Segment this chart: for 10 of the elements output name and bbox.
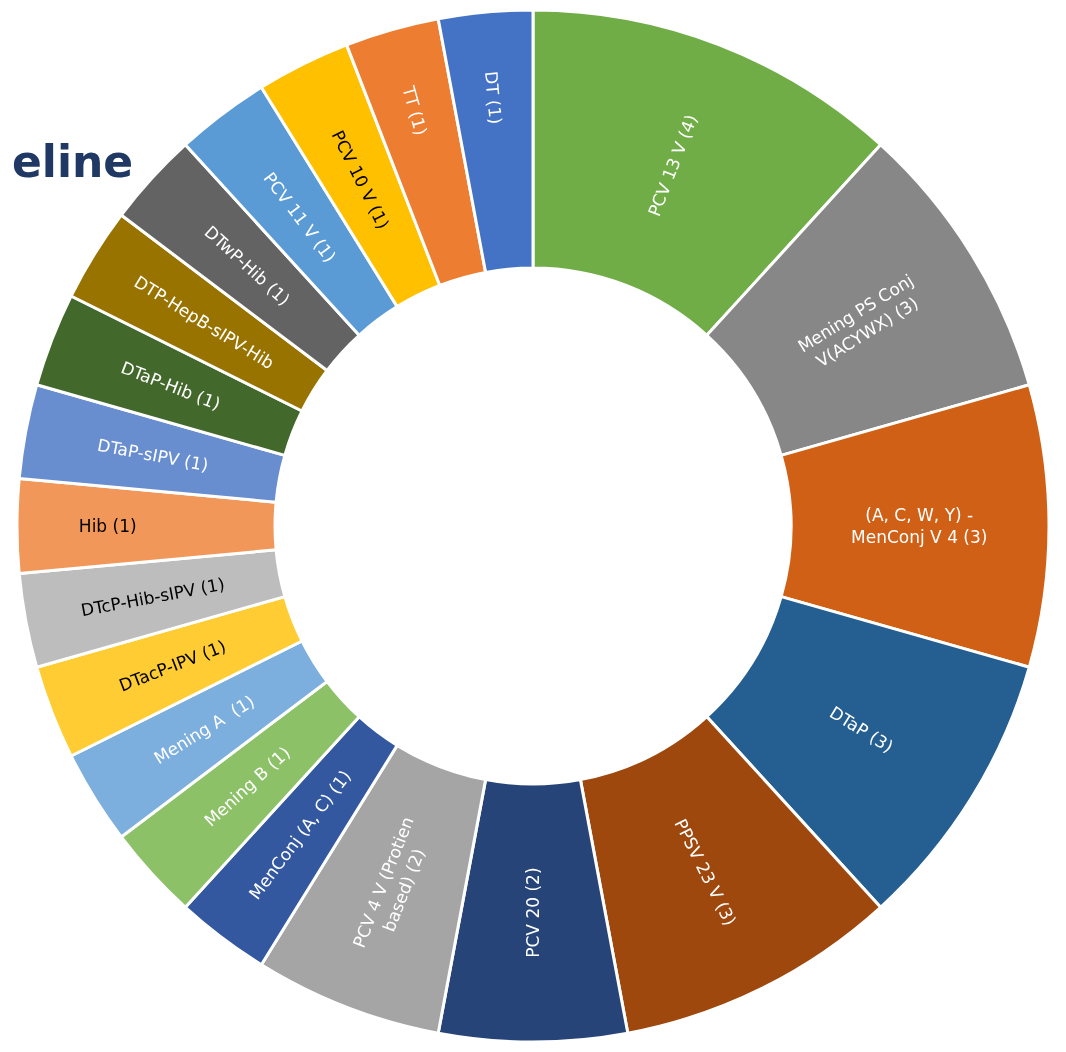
slice-label: PCV 13 V (4) xyxy=(643,111,702,220)
slice-label: PCV 20 (2) xyxy=(523,867,543,958)
slice-label: TT (1) xyxy=(398,82,432,138)
slice-label: DTaP-sIPV (1) xyxy=(95,434,210,476)
slice-label: PCV 10 V (1) xyxy=(327,127,394,233)
slice-label: DT (1) xyxy=(480,70,506,125)
slice-label: Hib (1) xyxy=(78,516,137,536)
slice-label: (A, C, W, Y) - MenConj V 4 (3) xyxy=(851,504,988,548)
slice-label: DTaP (3) xyxy=(826,702,897,757)
text: eline xyxy=(12,136,134,187)
